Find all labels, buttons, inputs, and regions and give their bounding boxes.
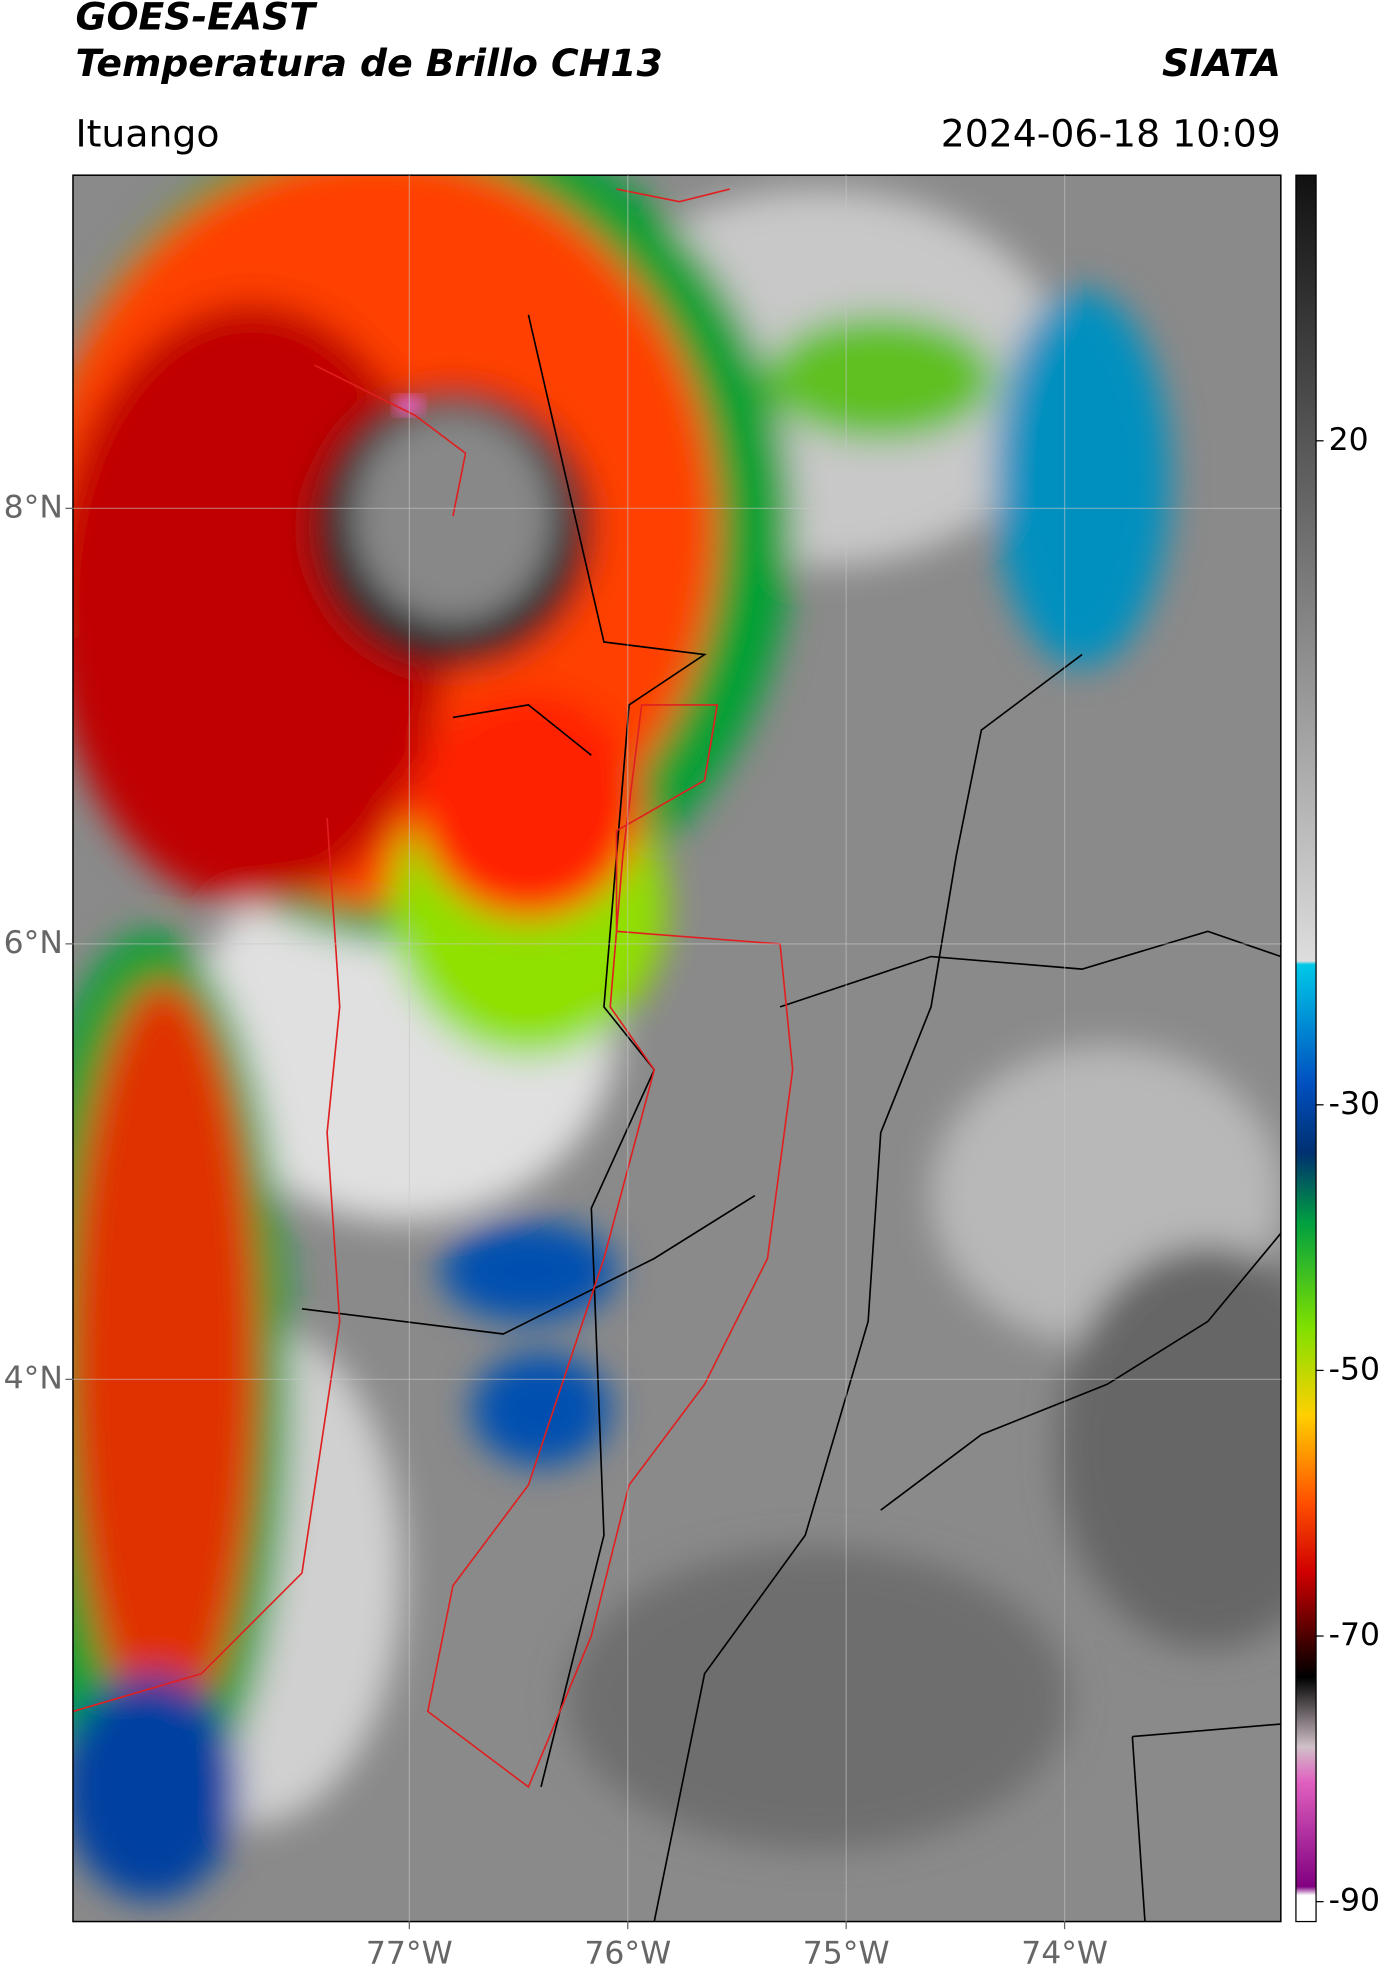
colorbar-tick-label: -50 [1329, 1351, 1380, 1387]
location: Ituango [75, 112, 219, 156]
x-tick-label: 77°W [366, 1935, 453, 1971]
colorbar [1295, 174, 1317, 1923]
x-tick-label: 76°W [584, 1935, 671, 1971]
colorbar-tick-label: 20 [1329, 422, 1369, 458]
brand: SIATA [1162, 41, 1281, 85]
map-image [72, 175, 1281, 1922]
title: GOES-EAST [75, 0, 318, 39]
x-tick-label: 74°W [1021, 1935, 1108, 1971]
subtitle: Temperatura de Brillo CH13 [75, 41, 662, 85]
colorbar-tick-label: -70 [1329, 1617, 1380, 1653]
y-tick-label: 4°N [4, 1360, 63, 1396]
y-tick-label: 8°N [4, 489, 63, 525]
colorbar-tick-label: -90 [1329, 1883, 1380, 1919]
datetime: 2024-06-18 10:09 [941, 112, 1281, 156]
map-frame [72, 174, 1282, 1923]
colorbar-tick-label: -30 [1329, 1086, 1380, 1122]
y-tick-label: 6°N [4, 925, 63, 961]
x-tick-label: 75°W [803, 1935, 890, 1971]
